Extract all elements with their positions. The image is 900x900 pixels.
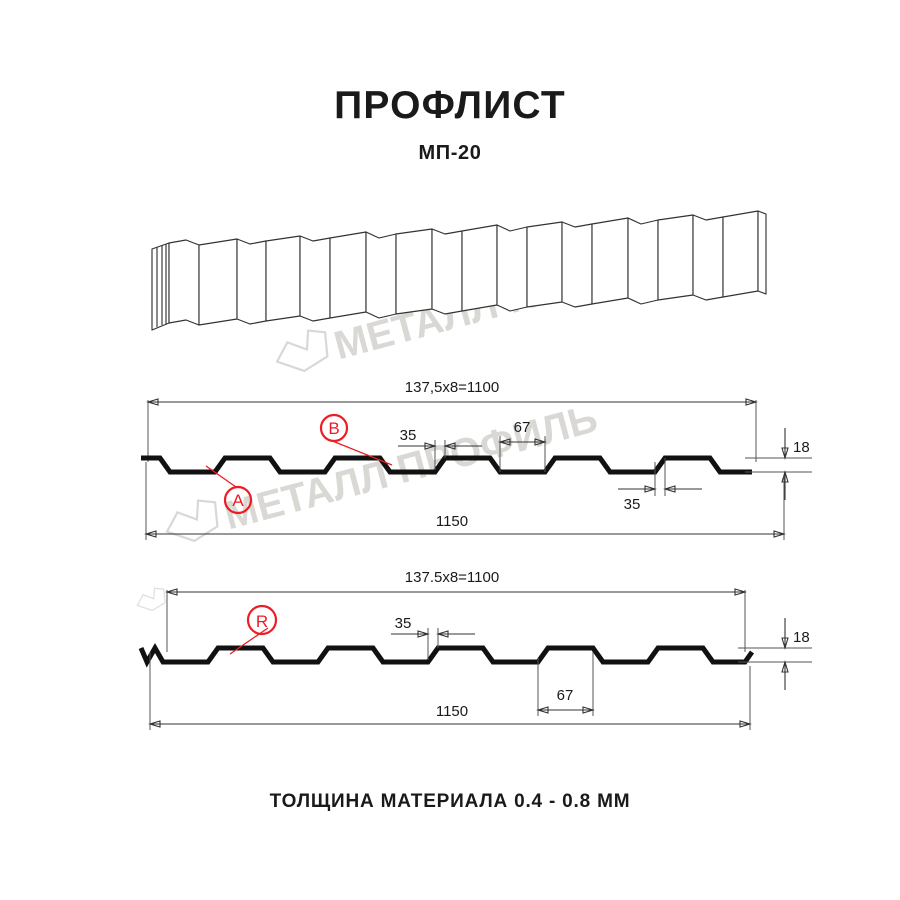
dim-overall-top-label: 137.5x8=1100	[405, 569, 499, 586]
marker-a-circle	[223, 485, 253, 515]
marker-a-label: A	[232, 491, 244, 510]
marker-r: R	[229, 604, 278, 655]
dimension-overall-top-1: 137,5x8=1100	[146, 379, 758, 462]
profile-section-bottom	[138, 642, 755, 668]
dim-overall-top-label: 137,5x8=1100	[405, 379, 499, 396]
dimension-flange-upper-2: 35	[391, 615, 475, 660]
section-bottom: 137.5x8=1100 18 3	[138, 569, 812, 730]
dim-crest-label: 67	[514, 419, 531, 436]
marker-b-label: B	[328, 419, 339, 438]
isometric-ribs	[168, 210, 767, 326]
dim-crest-label: 67	[557, 687, 574, 704]
watermark-group-section2	[136, 587, 166, 612]
dimension-overall-bottom-1: 1150	[144, 462, 786, 540]
section-top: 137,5x8=1100 18 3	[141, 379, 812, 540]
marker-r-circle	[246, 604, 278, 636]
marker-b: B	[319, 413, 393, 466]
profile-section-top	[141, 455, 752, 475]
dim-height-label: 18	[793, 629, 810, 646]
marker-r-label: R	[256, 612, 268, 631]
dimension-crest-2: 67	[536, 652, 595, 716]
dim-flange-upper-label: 35	[400, 427, 417, 444]
marker-a: A	[205, 465, 253, 515]
dim-overall-bottom-label: 1150	[436, 703, 468, 720]
dimension-height-2: 18	[738, 618, 812, 690]
dimension-flange-upper-1: 35	[398, 427, 482, 470]
dimension-height-1: 18	[745, 428, 812, 500]
watermark-logo-icon	[275, 329, 329, 373]
watermark-logo-icon	[136, 587, 166, 612]
dim-overall-bottom-label: 1150	[436, 513, 468, 530]
watermark-group-section1: МЕТАЛЛ ПРОФИЛЬ	[165, 396, 602, 543]
sheet-edge-lines	[151, 242, 170, 331]
isometric-view	[151, 210, 767, 331]
watermark-logo-icon	[165, 499, 219, 543]
dim-flange-lower-label: 35	[624, 496, 641, 513]
dim-flange-upper-label: 35	[395, 615, 412, 632]
dim-height-label: 18	[793, 439, 810, 456]
marker-b-circle	[319, 413, 349, 443]
dimension-overall-top-2: 137.5x8=1100	[165, 569, 747, 652]
dimension-overall-bottom-2: 1150	[148, 652, 752, 730]
dimension-flange-lower-1: 35	[618, 458, 702, 513]
dimension-crest-1: 67	[498, 419, 547, 472]
